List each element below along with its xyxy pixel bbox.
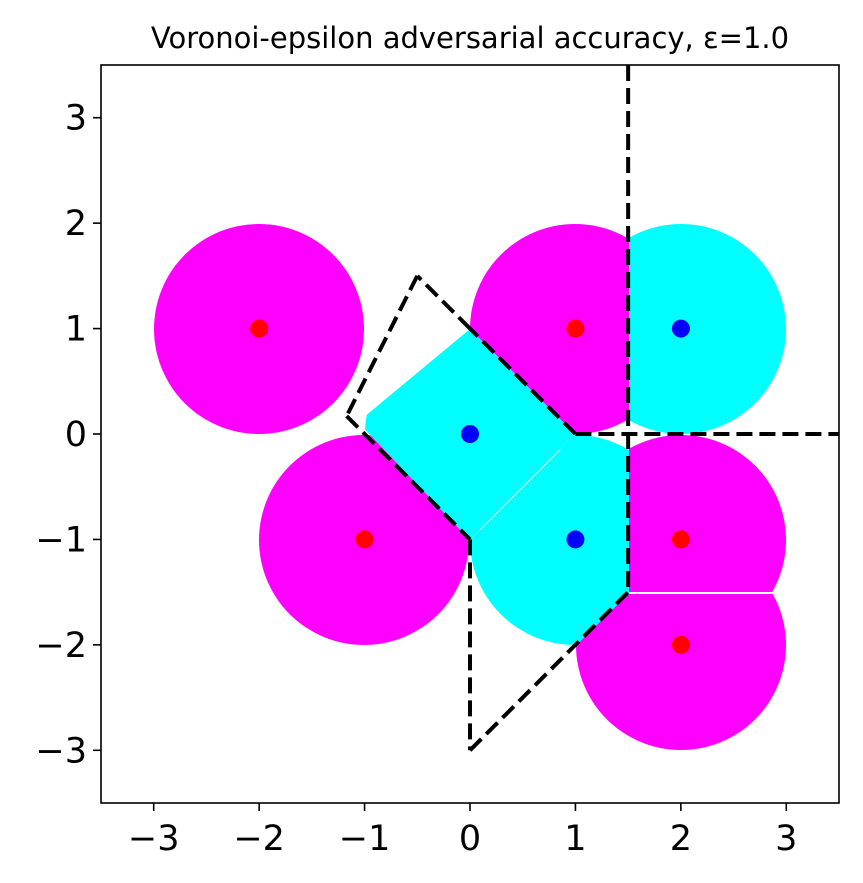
y-axis: −3 −2 −1 0 1 2 3: [35, 99, 101, 771]
boundary-segment: [468, 590, 630, 752]
x-tick-label: −3: [128, 819, 180, 859]
x-tick-label: 1: [564, 819, 586, 859]
x-tick-label: 2: [670, 819, 692, 859]
boundary-segment: [345, 414, 472, 541]
y-tick-label: −2: [35, 626, 87, 666]
region-layer: [154, 224, 786, 750]
boundary-segment: [344, 274, 420, 417]
data-point: [355, 530, 374, 549]
x-tick-label: −1: [339, 819, 391, 859]
data-point: [671, 530, 690, 549]
y-tick-label: −3: [35, 731, 87, 771]
voronoi-boundary: [344, 65, 839, 752]
boundary-segment: [468, 327, 577, 436]
data-point: [461, 425, 479, 443]
data-points: [250, 319, 690, 654]
data-point: [566, 530, 585, 549]
x-axis: −3 −2 −1 0 1 2 3: [128, 803, 797, 859]
y-tick-label: 0: [65, 415, 87, 455]
y-tick-label: −1: [35, 520, 87, 560]
y-tick-label: 2: [65, 204, 87, 244]
region-seam: [479, 449, 561, 531]
data-point: [671, 635, 690, 654]
x-tick-label: 0: [459, 819, 481, 859]
data-point: [566, 319, 585, 338]
chart-title: Voronoi-epsilon adversarial accuracy, ε=…: [151, 21, 789, 55]
x-tick-label: −2: [233, 819, 285, 859]
y-tick-label: 1: [65, 310, 87, 350]
boundary-segment: [415, 274, 472, 330]
x-tick-label: 3: [775, 819, 797, 859]
data-point: [250, 319, 269, 338]
y-tick-label: 3: [65, 99, 87, 139]
data-point: [671, 319, 690, 338]
